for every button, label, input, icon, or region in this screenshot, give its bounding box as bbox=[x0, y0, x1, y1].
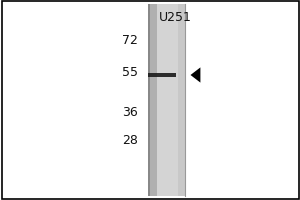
Polygon shape bbox=[190, 67, 200, 83]
Text: 36: 36 bbox=[122, 106, 138, 118]
Text: 72: 72 bbox=[122, 34, 138, 47]
Text: 28: 28 bbox=[122, 134, 138, 148]
Text: 55: 55 bbox=[122, 66, 138, 79]
Bar bbox=[161, 4, 185, 196]
Text: U251: U251 bbox=[159, 11, 192, 24]
Bar bbox=[148, 73, 176, 77]
Bar bbox=[148, 4, 161, 196]
Bar bbox=[148, 4, 150, 196]
Bar bbox=[157, 4, 178, 196]
